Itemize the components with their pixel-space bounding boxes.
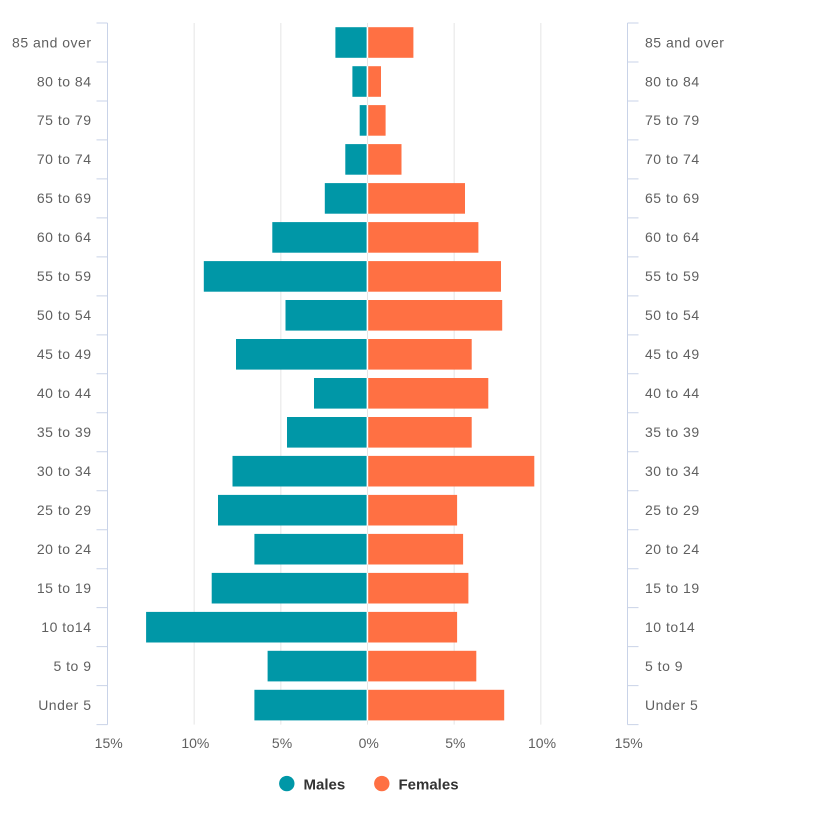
svg-text:10%: 10% bbox=[181, 735, 209, 751]
svg-text:30 to 34: 30 to 34 bbox=[645, 463, 700, 479]
svg-text:5%: 5% bbox=[272, 735, 292, 751]
svg-text:70 to 74: 70 to 74 bbox=[37, 151, 92, 167]
svg-text:85 and over: 85 and over bbox=[645, 34, 724, 50]
svg-text:15%: 15% bbox=[95, 735, 123, 751]
svg-text:60 to 64: 60 to 64 bbox=[645, 229, 700, 245]
svg-text:10 to14: 10 to14 bbox=[645, 619, 695, 635]
svg-text:5 to 9: 5 to 9 bbox=[53, 658, 91, 674]
svg-text:10%: 10% bbox=[528, 735, 556, 751]
svg-text:25 to 29: 25 to 29 bbox=[645, 502, 700, 518]
svg-text:5 to 9: 5 to 9 bbox=[645, 658, 683, 674]
svg-text:50 to 54: 50 to 54 bbox=[645, 307, 700, 323]
svg-text:80 to 84: 80 to 84 bbox=[645, 73, 700, 89]
svg-text:85 and over: 85 and over bbox=[12, 34, 91, 50]
svg-text:Under 5: Under 5 bbox=[645, 697, 698, 713]
svg-text:50 to 54: 50 to 54 bbox=[37, 307, 92, 323]
svg-text:65 to 69: 65 to 69 bbox=[37, 190, 92, 206]
svg-text:35 to 39: 35 to 39 bbox=[37, 424, 92, 440]
svg-text:30 to 34: 30 to 34 bbox=[37, 463, 92, 479]
svg-text:0%: 0% bbox=[359, 735, 379, 751]
svg-text:15 to 19: 15 to 19 bbox=[645, 580, 700, 596]
svg-text:15%: 15% bbox=[615, 735, 643, 751]
svg-text:10 to14: 10 to14 bbox=[41, 619, 91, 635]
svg-text:40 to 44: 40 to 44 bbox=[645, 385, 700, 401]
svg-text:75 to 79: 75 to 79 bbox=[645, 112, 700, 128]
svg-text:60 to 64: 60 to 64 bbox=[37, 229, 92, 245]
svg-text:55 to 59: 55 to 59 bbox=[645, 268, 700, 284]
svg-text:20 to 24: 20 to 24 bbox=[645, 541, 700, 557]
svg-text:Males: Males bbox=[304, 777, 346, 794]
svg-text:25 to 29: 25 to 29 bbox=[37, 502, 92, 518]
svg-text:45 to 49: 45 to 49 bbox=[645, 346, 700, 362]
svg-text:65 to 69: 65 to 69 bbox=[645, 190, 700, 206]
svg-text:Females: Females bbox=[399, 777, 459, 794]
svg-text:15 to 19: 15 to 19 bbox=[37, 580, 92, 596]
svg-text:70 to 74: 70 to 74 bbox=[645, 151, 700, 167]
svg-text:20 to 24: 20 to 24 bbox=[37, 541, 92, 557]
svg-text:35 to 39: 35 to 39 bbox=[645, 424, 700, 440]
svg-text:80 to 84: 80 to 84 bbox=[37, 73, 92, 89]
svg-text:55 to 59: 55 to 59 bbox=[37, 268, 92, 284]
svg-text:75 to 79: 75 to 79 bbox=[37, 112, 92, 128]
svg-text:40 to 44: 40 to 44 bbox=[37, 385, 92, 401]
svg-text:5%: 5% bbox=[445, 735, 465, 751]
svg-text:Under 5: Under 5 bbox=[38, 697, 91, 713]
svg-text:45 to 49: 45 to 49 bbox=[37, 346, 92, 362]
